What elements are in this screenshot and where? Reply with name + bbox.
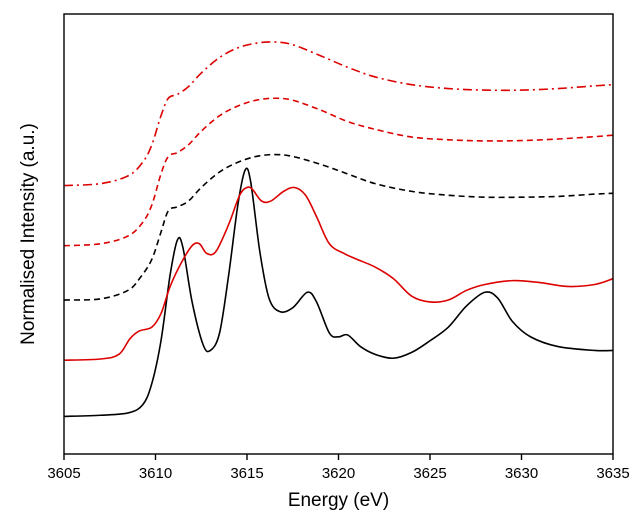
x-tick-label: 3605 (47, 465, 80, 482)
y-axis-title: Normalised Intensity (a.u.) (18, 123, 39, 345)
x-tick-label: 3630 (505, 465, 538, 482)
x-tick-label: 3610 (139, 465, 172, 482)
series-line-5 (63, 41, 614, 187)
plot-frame (63, 13, 614, 455)
series-line-3 (63, 153, 614, 301)
x-axis-title: Energy (eV) (288, 490, 389, 511)
x-tick-label: 3615 (230, 465, 263, 482)
x-axis-ticks: 3605 3610 3615 3620 3625 3630 3635 (47, 454, 630, 482)
x-tick-label: 3620 (322, 465, 355, 482)
series-layer (63, 41, 614, 418)
series-line-4 (63, 97, 614, 247)
series-line-2 (63, 186, 614, 361)
series-line-1 (63, 167, 614, 418)
x-tick-label: 3635 (596, 465, 629, 482)
x-tick-label: 3625 (413, 465, 446, 482)
